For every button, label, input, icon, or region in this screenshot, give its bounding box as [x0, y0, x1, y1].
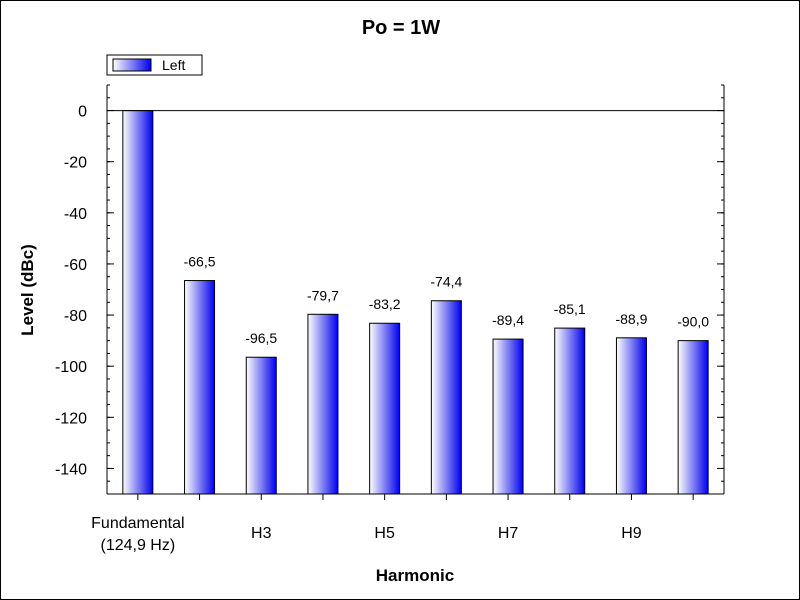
bar [615, 337, 647, 495]
chart-title: Po = 1W [362, 17, 440, 39]
data-label: -83,2 [369, 296, 401, 312]
y-tick-label: 0 [78, 104, 87, 121]
bar [554, 327, 586, 495]
y-tick-label: -80 [64, 308, 87, 325]
y-axis-title: Level (dBc) [18, 244, 37, 336]
data-label: -96,5 [245, 330, 277, 346]
x-tick-label: Fundamental [91, 515, 184, 532]
plot-area: 0 -20 -40 -60 -80 -100 -120 -140 Fundamental (124… [55, 84, 725, 554]
bar [245, 356, 277, 495]
x-tick-label: H5 [374, 525, 395, 542]
bar [369, 322, 401, 495]
y-tick-label: -140 [55, 461, 87, 478]
data-label: -88,9 [615, 311, 647, 327]
data-label: -90,0 [677, 314, 709, 330]
y-tick-label: -20 [64, 155, 87, 172]
x-tick-label: H9 [621, 525, 642, 542]
legend: Left [106, 54, 203, 76]
x-tick-label: H3 [251, 525, 272, 542]
bar [122, 110, 154, 495]
bar [184, 280, 216, 495]
data-label: -79,7 [307, 287, 339, 303]
bar [677, 340, 709, 495]
x-tick-label: (124,9 Hz) [100, 537, 175, 554]
bar [307, 313, 339, 495]
y-tick-label: -100 [55, 359, 87, 376]
bar [492, 338, 524, 495]
bar [430, 300, 462, 495]
data-label: -85,1 [554, 301, 586, 317]
data-label: -66,5 [184, 254, 216, 270]
x-tick-label: H7 [498, 525, 519, 542]
y-tick-label: -40 [64, 206, 87, 223]
legend-swatch [112, 58, 152, 72]
y-tick-label: -120 [55, 410, 87, 427]
data-label: -89,4 [492, 312, 524, 328]
data-label: -74,4 [430, 274, 462, 290]
legend-label-left: Left [162, 57, 185, 73]
x-axis-title: Harmonic [376, 566, 454, 585]
y-tick-label: -60 [64, 257, 87, 274]
